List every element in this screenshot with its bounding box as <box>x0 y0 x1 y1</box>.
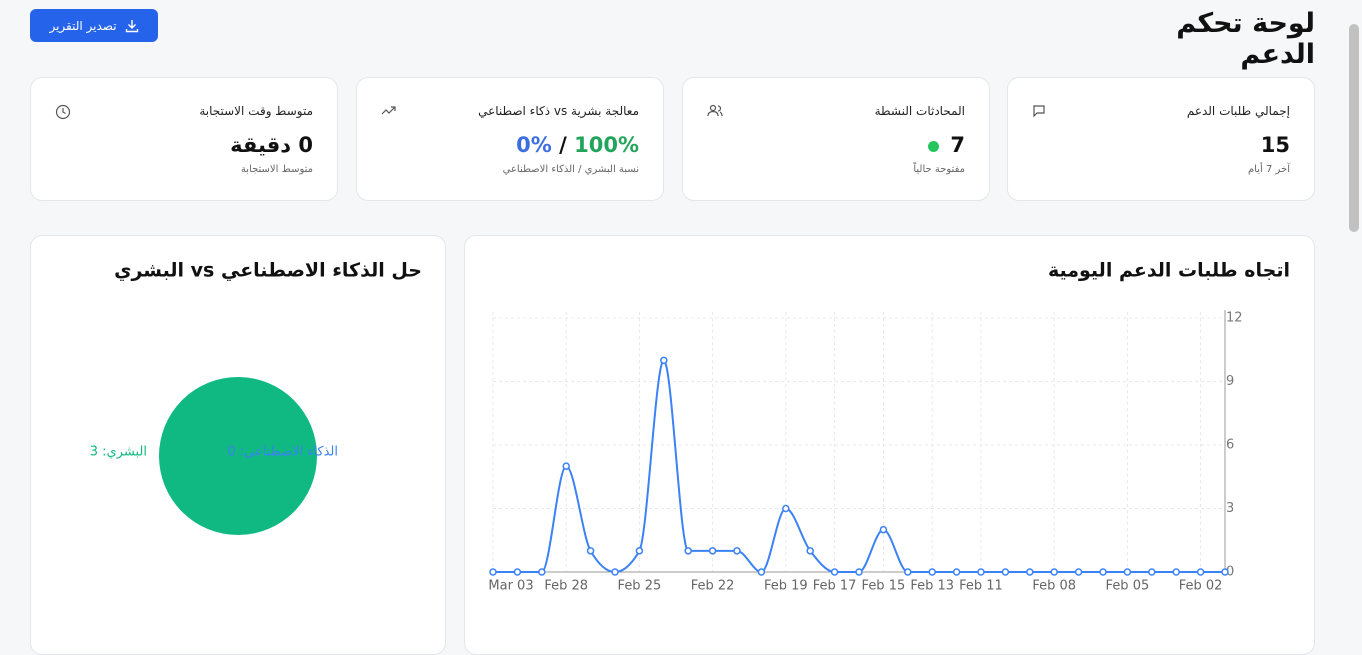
line-point <box>708 547 717 555</box>
line-point <box>855 568 863 576</box>
line-point <box>586 547 595 555</box>
line-point <box>1001 568 1010 576</box>
x-tick-label: Feb 19 <box>764 579 808 594</box>
line-point <box>1196 568 1205 576</box>
stat-card: المحادثات النشطة 7 مفتوحة حالياً <box>682 77 990 201</box>
card-value-row: 0% / 100% <box>516 133 639 157</box>
line-point <box>611 568 619 576</box>
line-point <box>1050 568 1058 576</box>
card-title: إجمالي طلبات الدعم <box>1186 104 1290 118</box>
page: لوحة تحكم الدعم تصدير التقرير إجمالي طلب… <box>30 8 1359 655</box>
y-tick-label: 12 <box>1226 311 1243 326</box>
page-title: لوحة تحكم الدعم <box>1176 8 1315 70</box>
slice-label: الذكاء الاصطناعي: 0 <box>227 445 338 460</box>
line-point <box>660 356 668 365</box>
line-series <box>492 359 1225 574</box>
line-point <box>1074 568 1083 576</box>
x-tick-label: Feb 22 <box>691 579 735 594</box>
export-label: تصدير التقرير <box>49 18 117 33</box>
ai-share: 0% <box>516 133 552 157</box>
y-tick-label: 9 <box>1226 374 1234 389</box>
line-point <box>513 568 522 576</box>
card-value: 7 <box>950 133 965 157</box>
line-point <box>538 568 546 576</box>
line-point <box>1221 568 1229 576</box>
x-tick-label: Feb 13 <box>910 579 954 594</box>
line-point <box>1123 568 1132 576</box>
message-icon <box>1033 105 1045 118</box>
human-share: 100% <box>574 133 639 157</box>
card-title: متوسط وقت الاستجابة <box>199 104 313 118</box>
stat-card: معالجة بشرية vs ذكاء اصطناعي 0% / 100% ن… <box>356 77 664 201</box>
download-icon <box>125 19 138 32</box>
line-point <box>1148 568 1156 576</box>
trend-icon <box>381 106 396 115</box>
line-point <box>562 462 570 470</box>
line-point <box>733 547 741 555</box>
x-tick-label: Feb 02 <box>1179 579 1223 594</box>
card-title: المحادثات النشطة <box>874 104 965 118</box>
line-point <box>952 568 961 576</box>
card-subtitle: آخر 7 أيام <box>1247 164 1290 175</box>
x-tick-label: Feb 15 <box>862 579 906 594</box>
x-tick-label: Feb 08 <box>1032 579 1076 594</box>
x-tick-label: Feb 11 <box>959 579 1003 594</box>
clock-icon <box>55 104 71 120</box>
charts: اتجاه طلبات الدعم اليومية 0 3 6 9 12 Mar 03 Feb… <box>90 260 1290 594</box>
users-icon <box>707 104 723 117</box>
line-point <box>684 547 692 555</box>
slice-label: البشري: 3 <box>90 445 147 460</box>
x-tick-label: Feb 25 <box>618 579 662 594</box>
y-tick-label: 6 <box>1226 438 1234 453</box>
y-tick-label: 3 <box>1226 501 1234 516</box>
y-tick-label: 0 <box>1226 565 1234 580</box>
x-tick-label: Feb 05 <box>1106 579 1150 594</box>
line-point <box>879 525 888 534</box>
line-point <box>1026 568 1034 576</box>
status-dot <box>928 140 940 152</box>
chart-title: حل الذكاء الاصطناعي vs البشري <box>114 260 422 283</box>
chart-title: اتجاه طلبات الدعم اليومية <box>1048 260 1290 282</box>
stat-card: إجمالي طلبات الدعم 15 آخر 7 أيام <box>1007 77 1315 201</box>
x-tick-label: Mar 03 <box>488 579 533 594</box>
line-point <box>757 568 766 576</box>
card-subtitle: متوسط الاستجابة <box>240 164 313 175</box>
stat-card: متوسط وقت الاستجابة 0 دقيقة متوسط الاستج… <box>30 77 338 201</box>
scrollbar[interactable] <box>1349 24 1359 232</box>
line-point <box>782 504 790 513</box>
separator: / <box>559 133 567 157</box>
line-point <box>904 568 912 576</box>
line-point <box>830 568 839 576</box>
line-point <box>635 547 644 555</box>
line-point <box>1172 568 1180 576</box>
pie-slice <box>158 376 318 536</box>
card-title: معالجة بشرية vs ذكاء اصطناعي <box>478 104 639 118</box>
card-subtitle: مفتوحة حالياً <box>913 164 965 175</box>
card-value: 15 <box>1260 133 1290 157</box>
line-point <box>1099 568 1107 576</box>
line-point <box>489 568 497 576</box>
line-point <box>977 568 985 576</box>
card-value: 0 دقيقة <box>230 133 313 157</box>
x-tick-label: Feb 17 <box>813 579 857 594</box>
export-button[interactable]: تصدير التقرير <box>30 9 158 42</box>
line-point <box>806 547 814 555</box>
x-tick-label: Feb 28 <box>544 579 588 594</box>
line-point <box>928 568 936 576</box>
card-subtitle: نسبة البشري / الذكاء الاصطناعي <box>502 164 639 175</box>
card-value-row: 7 <box>928 133 965 157</box>
